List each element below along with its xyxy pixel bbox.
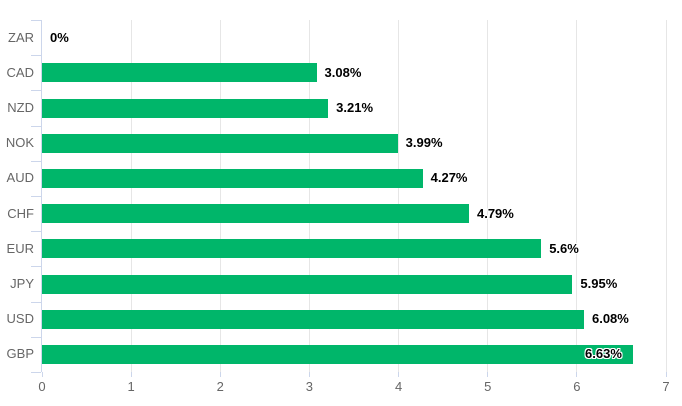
plot-area: 0% 3.08% 3.21% 3.99% 4.27% 4.79% 5.6% 5.95% 6.08… [31,20,667,373]
x-axis-tick [130,372,132,377]
category-tick [31,372,41,373]
x-axis-tick [398,372,400,377]
value-label: 4.27% [430,170,468,186]
value-label: 3.08% [324,64,362,80]
bar [42,309,584,329]
bar [42,98,329,118]
category-tick [31,160,41,162]
gridline [219,20,221,372]
bar [42,133,398,153]
x-axis-tick-label: 1 [127,379,135,394]
x-axis-tick [576,372,578,377]
value-label: 5.95% [580,276,618,291]
x-axis-tick-label: 0 [38,379,46,394]
category-label: NOK [5,135,34,151]
value-label: 5.6% [549,240,579,256]
category-tick [31,125,41,127]
bar [42,344,634,364]
x-axis-tick [41,372,43,377]
gridline [130,20,132,372]
category-label: EUR [6,240,34,256]
x-axis-tick [665,372,667,377]
category-tick [31,266,41,268]
value-label: 0% [50,29,69,45]
value-label: 4.79% [476,205,514,221]
category-label: AUD [6,170,34,186]
gridline [576,20,578,372]
value-label: 6.08% [591,311,629,327]
x-axis-tick [308,372,310,377]
x-axis-tick [487,372,489,377]
category-tick [31,301,41,303]
category-tick [31,231,41,233]
category-tick [31,55,41,57]
x-axis-tick-label: 3 [305,379,314,394]
bar [42,204,469,224]
category-tick [31,336,41,338]
value-label: 3.21% [336,100,374,115]
category-label: ZAR [8,29,34,45]
category-label: NZD [7,100,34,115]
gridline [665,20,667,372]
bar [42,168,423,188]
x-axis-tick-label: 2 [216,379,224,394]
category-label: GBP [6,346,34,362]
category-tick [31,20,41,21]
gridline [308,20,310,372]
x-axis-tick-label: 6 [573,379,581,394]
bar [42,274,573,294]
x-axis-tick-label: 5 [484,379,492,394]
value-label: 3.99% [405,135,443,151]
bar [42,239,542,259]
y-axis-line [41,20,42,372]
gridline [398,20,400,372]
x-axis-tick-label: 4 [394,379,403,394]
x-axis-tick [219,372,221,377]
category-label: USD [6,311,34,327]
category-tick [31,90,41,92]
category-tick [31,196,41,197]
category-label: CHF [7,205,34,221]
category-label: JPY [10,276,34,291]
gridline [487,20,489,372]
value-label: 6.63% [585,346,622,362]
category-label: CAD [6,64,34,80]
x-axis-tick-label: 7 [662,379,670,394]
bar [42,63,317,83]
